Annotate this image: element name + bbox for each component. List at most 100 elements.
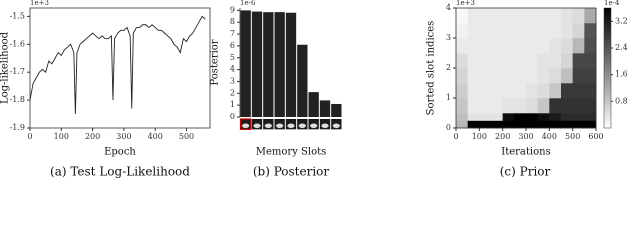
y-tick-label: 9: [230, 5, 235, 14]
heatmap-cell: [456, 53, 468, 69]
x-tick-label: 400: [542, 132, 557, 141]
heatmap-cell: [537, 38, 550, 54]
heatmap-cell: [549, 38, 562, 54]
heatmap-cell: [549, 8, 562, 24]
slot-thumbnail-object: [276, 123, 284, 129]
y-tick-label: 4: [230, 65, 235, 74]
heatmap-cell: [549, 120, 562, 129]
heatmap-cell: [456, 8, 468, 24]
heatmap-cell: [456, 113, 468, 121]
heatmap-cell: [479, 120, 492, 129]
heatmap-cell: [514, 8, 527, 24]
x-tick-label: 300: [116, 132, 131, 141]
y-tick-label: 0: [230, 112, 235, 121]
x-tick-label: 100: [472, 132, 487, 141]
x-tick-label: 0: [27, 132, 32, 141]
heatmap-cell: [584, 113, 597, 121]
heatmap-cell: [491, 113, 503, 121]
heatmap-cell: [537, 98, 550, 114]
y-tick-label: 6: [230, 41, 235, 50]
heatmap-cell: [526, 120, 538, 129]
x-tick-label: 0: [453, 132, 458, 141]
heatmap-cell: [502, 68, 515, 84]
offset-label: 1e+3: [456, 0, 475, 7]
heatmap-cell: [467, 83, 480, 99]
heatmap-cell: [479, 38, 492, 54]
heatmap-cell: [526, 113, 538, 121]
colorbar-offset-label: 1e-4: [604, 0, 620, 7]
heatmap-cell: [514, 53, 527, 69]
colorbar-tick-label: 1.6: [615, 70, 628, 79]
heatmap-cell: [514, 68, 527, 84]
heatmap-cell: [572, 68, 585, 84]
heatmap-cell: [479, 98, 492, 114]
heatmap-cell: [502, 53, 515, 69]
heatmap-cell: [456, 38, 468, 54]
heatmap-cell: [526, 8, 538, 24]
x-tick-label: 200: [85, 132, 100, 141]
y-axis-label: Posterior: [210, 39, 221, 85]
colorbar: [603, 7, 612, 129]
heatmap-cell: [572, 23, 585, 39]
heatmap-cell: [584, 23, 597, 39]
caption: (a) Test Log-Likelihood: [50, 165, 190, 179]
bar: [331, 103, 342, 117]
slot-thumbnail-object: [310, 123, 318, 129]
heatmap-cell: [456, 120, 468, 129]
y-tick-label: 1: [446, 93, 451, 102]
y-tick-label: 2: [446, 63, 451, 72]
heatmap-cell: [584, 120, 597, 129]
heatmap-cell: [502, 8, 515, 24]
slot-thumbnail-object: [298, 123, 306, 129]
heatmap-cell: [549, 68, 562, 84]
heatmap-cell: [572, 98, 585, 114]
bar: [251, 11, 263, 117]
heatmap-cell: [584, 98, 597, 114]
heatmap-cell: [537, 8, 550, 24]
heatmap-cell: [491, 68, 503, 84]
caption: (b) Posterior: [253, 165, 330, 179]
heatmap-cell: [549, 23, 562, 39]
heatmap-cell: [584, 83, 597, 99]
figure: (a) Test Log-Likelihood Epoch Log-likeliho…: [0, 0, 628, 179]
y-tick-label: -1.9: [10, 123, 25, 132]
offset-label: 1e+3: [30, 0, 49, 7]
bar: [240, 10, 251, 117]
heatmap-cell: [526, 68, 538, 84]
heatmap-cell: [491, 38, 503, 54]
heatmap-cell: [456, 23, 468, 39]
heatmap-cell: [561, 83, 573, 99]
heatmap-cell: [584, 38, 597, 54]
y-tick-label: 8: [230, 17, 235, 26]
heatmap-cell: [584, 68, 597, 84]
bar: [285, 12, 297, 118]
heatmap-cell: [526, 53, 538, 69]
heatmap-cell: [467, 113, 480, 121]
heatmap-cell: [502, 23, 515, 39]
slot-thumbnail-object: [242, 123, 250, 129]
y-axis-label: Sorted slot indices: [426, 21, 437, 116]
heatmap-cell: [537, 83, 550, 99]
x-tick-label: 100: [54, 132, 69, 141]
slot-thumbnail-object: [321, 123, 329, 129]
y-tick-label: -1.7: [10, 67, 25, 76]
y-tick-label: 3: [230, 76, 235, 85]
y-tick-label: -1.8: [10, 95, 25, 104]
x-tick-label: 200: [495, 132, 510, 141]
x-tick-label: 500: [565, 132, 580, 141]
heatmap-cell: [479, 113, 492, 121]
heatmap-cell: [467, 23, 480, 39]
heatmap-cell: [572, 38, 585, 54]
y-tick-label: 1: [230, 100, 235, 109]
heatmap-cell: [479, 83, 492, 99]
heatmap-cell: [502, 113, 515, 121]
colorbar-tick-label: 3.2: [615, 16, 628, 25]
y-axis-label: Log-likelihood: [0, 31, 11, 104]
y-tick-label: 0: [446, 123, 451, 132]
offset-label: 1e-6: [240, 0, 256, 7]
heatmap-cell: [537, 23, 550, 39]
heatmap-cell: [561, 8, 573, 24]
heatmap-cell: [549, 53, 562, 69]
heatmap-cell: [491, 83, 503, 99]
heatmap-cell: [526, 23, 538, 39]
